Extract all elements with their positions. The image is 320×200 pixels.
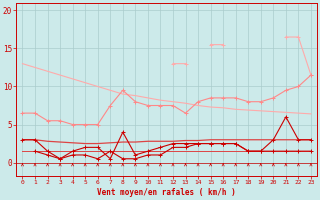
- X-axis label: Vent moyen/en rafales ( km/h ): Vent moyen/en rafales ( km/h ): [97, 188, 236, 197]
